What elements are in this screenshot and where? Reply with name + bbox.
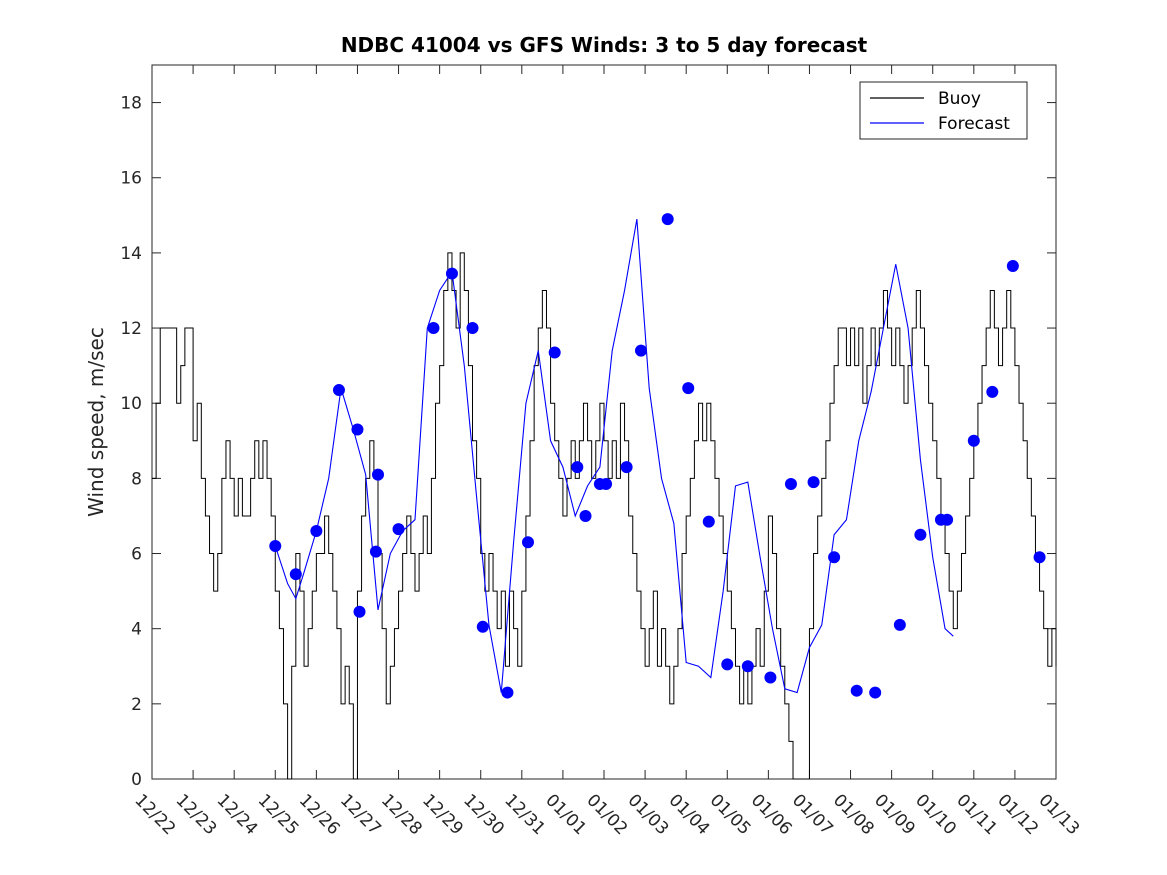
forecast-marker [764,671,777,684]
forecast-marker [466,322,479,335]
forecast-marker [392,523,405,536]
forecast-marker [351,423,364,436]
forecast-marker [332,384,345,397]
forecast-marker [353,605,366,618]
x-tick-label: 12/26 [295,790,344,839]
legend-buoy-label: Buoy [938,89,981,109]
legend-box [859,81,1028,140]
x-tick-label: 12/23 [172,790,221,839]
forecast-marker [571,461,584,474]
y-tick-label: 18 [120,94,142,114]
x-tick-label: 01/11 [952,790,1001,839]
y-tick-label: 16 [120,169,142,189]
y-tick-label: 6 [131,545,142,565]
forecast-marker [850,684,863,697]
forecast-marker [914,528,927,541]
legend-forecast-label: Forecast [938,114,1010,134]
x-tick-label: 01/12 [993,790,1042,839]
forecast-marker [427,322,440,335]
y-tick-label: 0 [131,770,142,790]
forecast-marker [310,524,323,537]
forecast-marker [521,536,534,549]
forecast-marker [634,344,647,357]
forecast-marker [741,660,754,673]
y-tick-label: 4 [131,620,142,640]
forecast-marker [548,346,561,359]
forecast-marker [445,267,458,280]
y-axis: 0 2 4 6 8 10 12 14 16 18 [120,94,1056,790]
forecast-marker [1006,260,1019,273]
forecast-marker [1033,551,1046,564]
forecast-marker [869,686,882,699]
forecast-marker [986,385,999,398]
forecast-markers [269,213,1046,699]
forecast-marker [661,213,674,226]
x-tick-label: 12/28 [377,790,426,839]
forecast-series-line [274,218,954,694]
x-tick-label: 01/13 [1034,790,1083,839]
y-tick-label: 12 [120,319,142,339]
forecast-marker [369,545,382,558]
forecast-marker [721,658,734,671]
forecast-marker [702,515,715,528]
x-tick-label: 12/29 [418,790,467,839]
x-tick-label: 12/24 [213,790,262,839]
forecast-marker [476,620,489,633]
y-axis-label: Wind speed, m/sec [84,327,108,517]
x-tick-label: 01/10 [911,790,960,839]
x-tick-label: 12/25 [254,790,303,839]
x-tick-label: 01/09 [870,790,919,839]
forecast-marker [941,513,954,526]
forecast-marker [682,382,695,395]
x-tick-label: 12/31 [500,790,549,839]
x-tick-label: 01/07 [788,790,837,839]
x-tick-label: 01/01 [541,790,590,839]
forecast-marker [828,551,841,564]
forecast-marker [620,461,633,474]
x-tick-label: 12/27 [336,790,385,839]
x-tick-label: 01/08 [829,790,878,839]
x-tick-label: 01/05 [706,790,755,839]
x-tick-label: 01/03 [624,790,673,839]
y-tick-label: 2 [131,695,142,715]
forecast-marker [893,618,906,631]
legend: Buoy Forecast [859,81,1028,140]
forecast-marker [579,509,592,522]
forecast-marker [967,434,980,447]
forecast-marker [784,478,797,491]
forecast-marker [289,568,302,581]
y-tick-label: 14 [120,244,142,264]
forecast-marker [807,476,820,489]
x-tick-label: 12/22 [130,790,179,839]
series-layer [152,218,1057,780]
y-tick-label: 8 [131,469,142,489]
forecast-marker [372,468,384,481]
forecast-marker [593,478,606,491]
x-tick-label: 12/30 [459,790,508,839]
forecast-marker [269,540,282,553]
x-tick-label: 01/04 [665,790,714,839]
forecast-marker [501,686,514,699]
y-tick-label: 10 [120,394,142,414]
chart-title: NDBC 41004 vs GFS Winds: 3 to 5 day fore… [341,33,868,57]
x-tick-label: 01/06 [747,790,796,839]
x-tick-label: 01/02 [582,790,631,839]
